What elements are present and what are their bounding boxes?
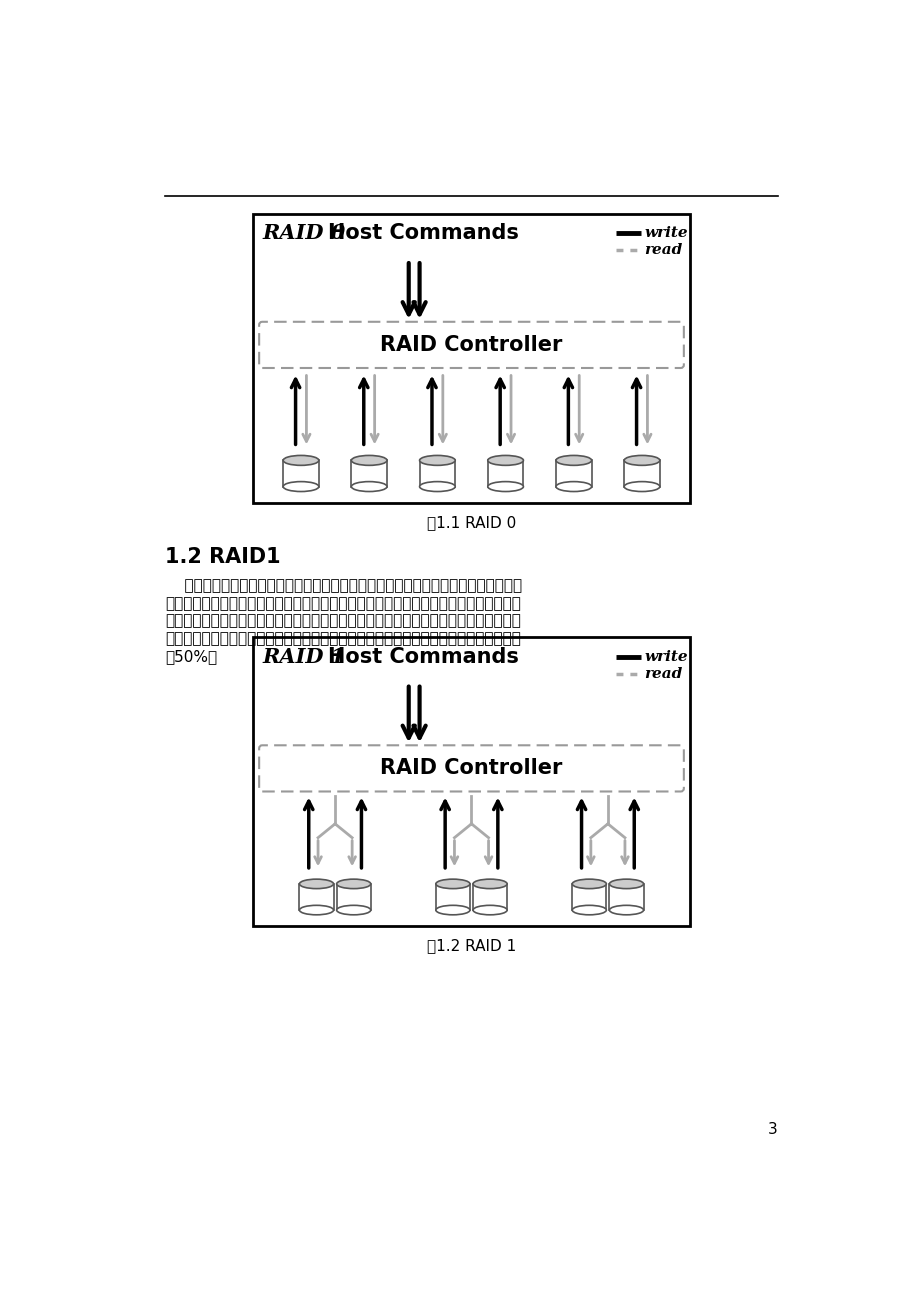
Text: 有50%。: 有50%。 bbox=[165, 648, 217, 664]
Text: 图1.2 RAID 1: 图1.2 RAID 1 bbox=[426, 939, 516, 953]
Ellipse shape bbox=[608, 905, 643, 915]
Ellipse shape bbox=[555, 456, 591, 465]
Ellipse shape bbox=[436, 879, 470, 889]
Bar bbox=[555, 461, 591, 487]
Ellipse shape bbox=[299, 879, 334, 889]
Text: Host Commands: Host Commands bbox=[328, 223, 518, 243]
Text: RAID 0: RAID 0 bbox=[262, 223, 346, 243]
Ellipse shape bbox=[299, 905, 334, 915]
Ellipse shape bbox=[283, 456, 319, 465]
FancyBboxPatch shape bbox=[259, 322, 683, 368]
Bar bbox=[419, 461, 455, 487]
Text: write: write bbox=[643, 227, 687, 241]
Bar bbox=[623, 461, 659, 487]
Text: 但由于在系统写数据需要重复一次，所以会影响系统写数据的速度。硬盘容量的利用率只: 但由于在系统写数据需要重复一次，所以会影响系统写数据的速度。硬盘容量的利用率只 bbox=[165, 631, 521, 646]
Ellipse shape bbox=[472, 905, 506, 915]
Ellipse shape bbox=[336, 905, 370, 915]
Ellipse shape bbox=[336, 879, 370, 889]
Ellipse shape bbox=[623, 482, 659, 492]
Bar bbox=[283, 461, 319, 487]
Text: Host Commands: Host Commands bbox=[328, 647, 518, 667]
Bar bbox=[608, 884, 643, 910]
Text: write: write bbox=[643, 650, 687, 664]
Ellipse shape bbox=[608, 879, 643, 889]
Ellipse shape bbox=[419, 482, 455, 492]
Text: RAID Controller: RAID Controller bbox=[380, 758, 562, 779]
Ellipse shape bbox=[283, 482, 319, 492]
Ellipse shape bbox=[472, 879, 506, 889]
Text: RAID 1: RAID 1 bbox=[262, 647, 346, 667]
Text: 图1.1 RAID 0: 图1.1 RAID 0 bbox=[426, 516, 516, 530]
FancyBboxPatch shape bbox=[259, 745, 683, 792]
Bar bbox=[572, 884, 606, 910]
Ellipse shape bbox=[572, 905, 606, 915]
Text: 一个逻辑盘。所以如果一个硬盘发生了故障，另一个硬盘中仍然保留了一份完整的数据，: 一个逻辑盘。所以如果一个硬盘发生了故障，另一个硬盘中仍然保留了一份完整的数据， bbox=[165, 596, 521, 611]
Bar bbox=[336, 884, 370, 910]
Bar bbox=[472, 884, 506, 910]
Bar bbox=[253, 638, 689, 926]
Text: read: read bbox=[643, 243, 682, 258]
Bar bbox=[351, 461, 387, 487]
Ellipse shape bbox=[351, 482, 387, 492]
Ellipse shape bbox=[487, 456, 523, 465]
Bar bbox=[487, 461, 523, 487]
Ellipse shape bbox=[572, 879, 606, 889]
Bar bbox=[436, 884, 470, 910]
Ellipse shape bbox=[436, 905, 470, 915]
Text: 也被称为磁盘镜像。系统将数据同时重复的写入两个硬盘，但是在操作系统中表现为: 也被称为磁盘镜像。系统将数据同时重复的写入两个硬盘，但是在操作系统中表现为 bbox=[165, 578, 522, 594]
Ellipse shape bbox=[419, 456, 455, 465]
Text: 系统仍然可以照常工作。系统可以同时从两个硬盘读取数据，所以会提高硬盘读的速度；: 系统仍然可以照常工作。系统可以同时从两个硬盘读取数据，所以会提高硬盘读的速度； bbox=[165, 613, 521, 629]
Text: read: read bbox=[643, 667, 682, 681]
Ellipse shape bbox=[351, 456, 387, 465]
Text: 1.2 RAID1: 1.2 RAID1 bbox=[165, 547, 280, 568]
Ellipse shape bbox=[487, 482, 523, 492]
Bar bbox=[253, 214, 689, 503]
Ellipse shape bbox=[623, 456, 659, 465]
Bar bbox=[299, 884, 334, 910]
Ellipse shape bbox=[555, 482, 591, 492]
Text: RAID Controller: RAID Controller bbox=[380, 335, 562, 355]
Text: 3: 3 bbox=[767, 1122, 777, 1137]
